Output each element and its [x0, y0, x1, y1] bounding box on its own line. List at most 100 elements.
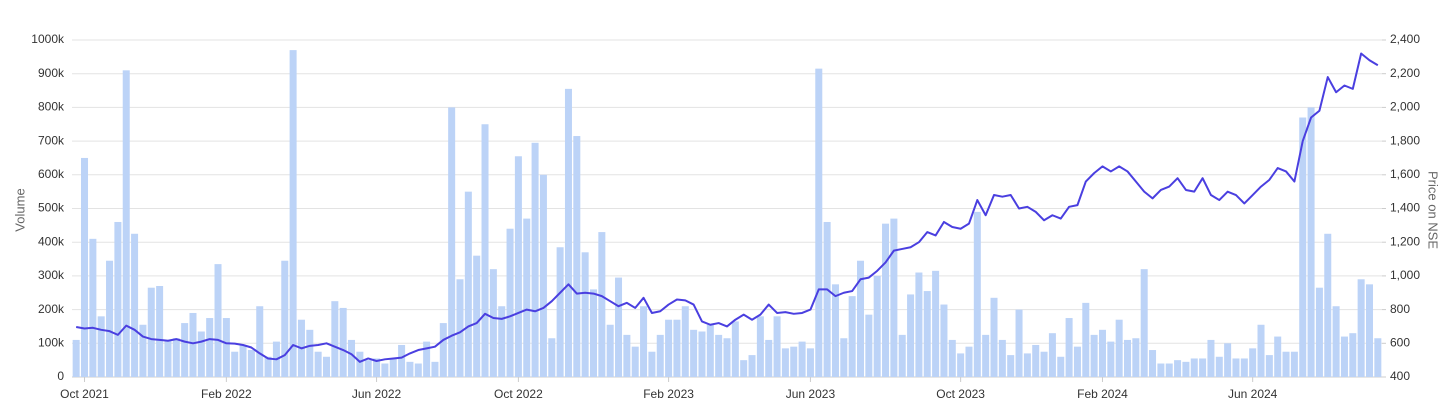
volume-bar	[990, 297, 998, 377]
volume-bar	[172, 338, 180, 377]
price-line	[75, 52, 1379, 363]
volume-bar	[1165, 363, 1173, 377]
volume-bar	[131, 233, 139, 377]
volume-bar	[1140, 269, 1148, 377]
volume-bar	[1265, 355, 1273, 377]
y-tick-label: 500k	[38, 201, 65, 215]
volume-bar	[1249, 348, 1257, 377]
volume-bar	[831, 284, 839, 377]
volume-bar	[548, 338, 556, 377]
volume-bar	[923, 291, 931, 377]
volume-bar	[222, 318, 230, 377]
y-tick-label: 600k	[38, 167, 65, 181]
volume-bar	[1090, 334, 1098, 377]
volume-bar	[665, 319, 673, 377]
volume-bar	[1257, 324, 1265, 377]
volume-bar	[289, 50, 297, 378]
volume-bar	[489, 269, 497, 377]
y-axis-title: Volume	[12, 188, 27, 231]
volume-bar	[239, 344, 247, 377]
volume-bar	[806, 348, 814, 377]
volume-bar	[865, 314, 873, 377]
volume-bar	[1149, 350, 1157, 377]
volume-bar	[890, 218, 898, 377]
volume-bar	[498, 306, 506, 377]
volume-bar	[1282, 351, 1290, 377]
volume-bar	[189, 312, 197, 377]
volume-bar	[539, 174, 547, 377]
volume-bar	[1174, 360, 1182, 377]
volume-bar	[648, 351, 656, 377]
volume-bar	[72, 339, 80, 377]
y2-tick-label: 400	[1390, 369, 1410, 383]
volume-bar	[314, 351, 322, 377]
volume-bar	[506, 228, 514, 377]
volume-bar	[1299, 117, 1307, 377]
volume-bar	[564, 88, 572, 378]
volume-bar	[1065, 318, 1073, 377]
volume-bar	[698, 331, 706, 377]
volume-bar	[348, 339, 356, 377]
x-tick-label: Feb 2022	[201, 387, 252, 401]
volume-bar	[656, 334, 664, 377]
volume-bar	[898, 334, 906, 377]
volume-bar	[356, 351, 364, 377]
volume-bar	[231, 351, 239, 377]
volume-bar	[982, 334, 990, 377]
volume-bar	[1365, 284, 1373, 377]
y2-axis-title: Price on NSE	[1426, 171, 1441, 249]
volume-bar	[1057, 356, 1065, 377]
volume-bar	[673, 319, 681, 377]
y2-tick-label: 2,200	[1390, 66, 1420, 80]
y-tick-label: 700k	[38, 133, 65, 147]
y2-tick-label: 1,800	[1390, 133, 1420, 147]
volume-bar	[948, 339, 956, 377]
y-tick-label: 1000k	[31, 32, 65, 46]
volume-bar	[1107, 341, 1115, 377]
volume-bar	[781, 348, 789, 377]
volume-bar	[1124, 339, 1132, 377]
volume-bar	[389, 358, 397, 377]
volume-bar	[256, 306, 264, 377]
volume-bar	[331, 301, 339, 377]
volume-bar	[523, 218, 531, 377]
volume-bar	[1182, 361, 1190, 377]
volume-bar	[1190, 358, 1198, 377]
volume-bar	[398, 344, 406, 377]
volume-bar	[1048, 333, 1056, 377]
volume-bar	[615, 277, 623, 377]
volume-bar	[514, 156, 522, 377]
volume-bar	[339, 307, 347, 377]
volume-bar	[1357, 279, 1365, 377]
volume-bar	[556, 247, 564, 377]
volume-bar	[1199, 358, 1207, 377]
volume-bar	[214, 264, 222, 377]
volume-bar	[773, 316, 781, 377]
y2-tick-label: 800	[1390, 302, 1410, 316]
volume-bar	[139, 324, 147, 377]
volume-bar	[1307, 107, 1315, 378]
y2-tick-label: 1,200	[1390, 234, 1420, 248]
volume-bar	[848, 296, 856, 377]
volume-bar	[1290, 351, 1298, 377]
volume-bar	[907, 294, 915, 377]
volume-bar	[932, 270, 940, 377]
volume-bar	[598, 232, 606, 377]
volume-bar	[798, 341, 806, 377]
y2-tick-label: 2,400	[1390, 32, 1420, 46]
volume-bar	[1274, 336, 1282, 377]
volume-bar	[631, 346, 639, 377]
volume-bar	[690, 329, 698, 377]
volume-bar	[481, 124, 489, 377]
volume-bar	[439, 323, 447, 377]
volume-bar	[840, 338, 848, 377]
volume-bar	[206, 318, 214, 377]
volume-bar	[823, 221, 831, 377]
x-tick-label: Feb 2023	[643, 387, 694, 401]
volume-bar	[414, 363, 422, 377]
volume-bar	[181, 323, 189, 377]
volume-bar	[606, 324, 614, 377]
x-tick-label: Jun 2022	[352, 387, 402, 401]
volume-bar	[456, 279, 464, 377]
